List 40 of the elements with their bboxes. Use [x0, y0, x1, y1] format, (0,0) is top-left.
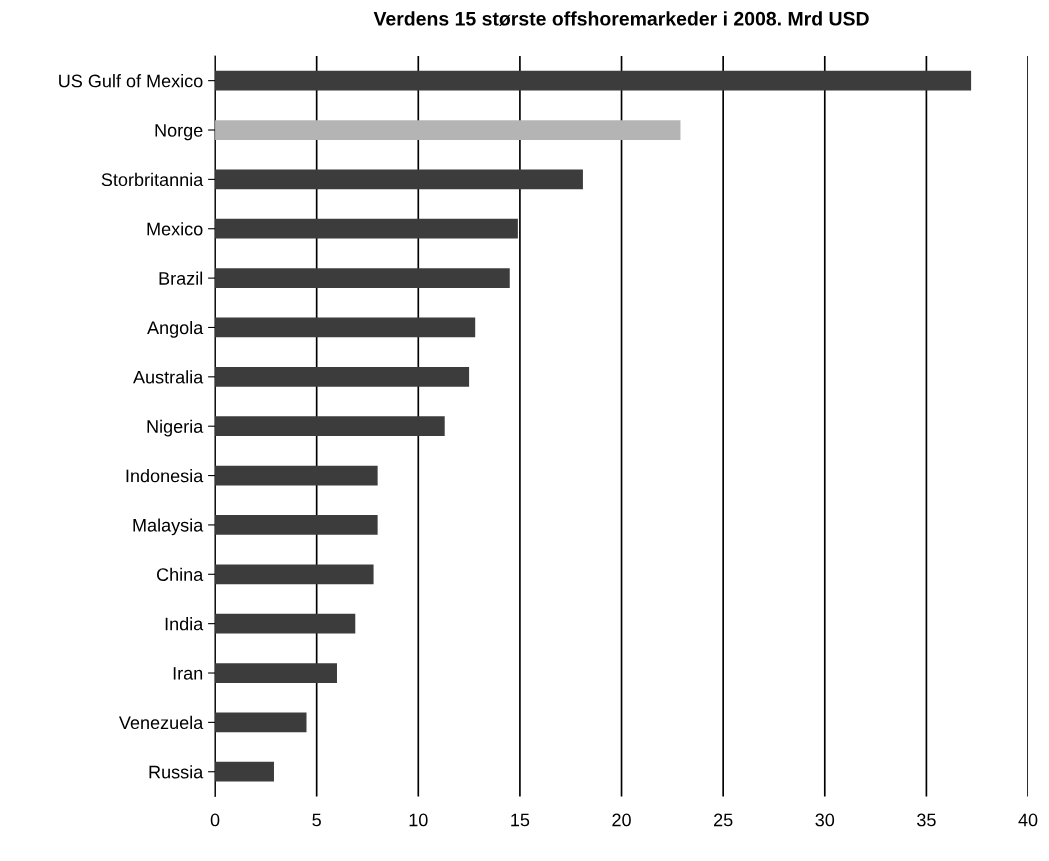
bar — [215, 712, 307, 733]
chart-title: Verdens 15 største offshoremarkeder i 2008. Mrd USD — [373, 11, 869, 26]
bar — [215, 465, 378, 486]
y-tick-label: Indonesia — [126, 469, 204, 483]
y-tick-label: Australia — [133, 370, 204, 384]
x-tick-label: 25 — [714, 813, 733, 827]
bar — [215, 169, 583, 190]
bar — [215, 761, 274, 782]
y-tick-label: India — [165, 617, 204, 631]
y-tick-label: Brazil — [159, 271, 203, 285]
x-tick-label: 0 — [210, 813, 220, 827]
bar — [215, 317, 476, 338]
y-tick-label: Russia — [149, 765, 204, 779]
y-tick-label: Angola — [147, 320, 204, 338]
y-tick-label: Malaysia — [133, 518, 204, 536]
bar — [215, 366, 470, 387]
bar — [215, 218, 518, 239]
y-tick-label: Storbritannia — [101, 172, 204, 187]
x-tick-label: 30 — [815, 813, 835, 827]
y-tick-label: Nigeria — [147, 419, 204, 437]
bar — [215, 120, 681, 140]
y-tick-label: Norge — [155, 124, 203, 141]
bar — [215, 613, 356, 634]
x-tick-label: 35 — [917, 813, 936, 827]
y-tick-label: US Gulf of Mexico — [59, 74, 203, 88]
bar — [215, 70, 972, 91]
bar — [215, 515, 378, 535]
x-tick-label: 40 — [1018, 813, 1038, 827]
bar — [215, 416, 445, 437]
y-tick-label: Iran — [173, 667, 203, 680]
x-tick-label: 5 — [312, 813, 321, 827]
x-tick-label: 15 — [511, 813, 530, 827]
bar — [215, 564, 374, 585]
bar — [215, 268, 510, 288]
x-tick-label: 10 — [409, 813, 428, 827]
y-tick-label: Mexico — [147, 222, 203, 236]
y-tick-label: Venezuela — [118, 715, 204, 730]
x-tick-label: 20 — [612, 813, 631, 827]
y-tick-label: China — [156, 567, 204, 582]
bar — [215, 663, 337, 683]
